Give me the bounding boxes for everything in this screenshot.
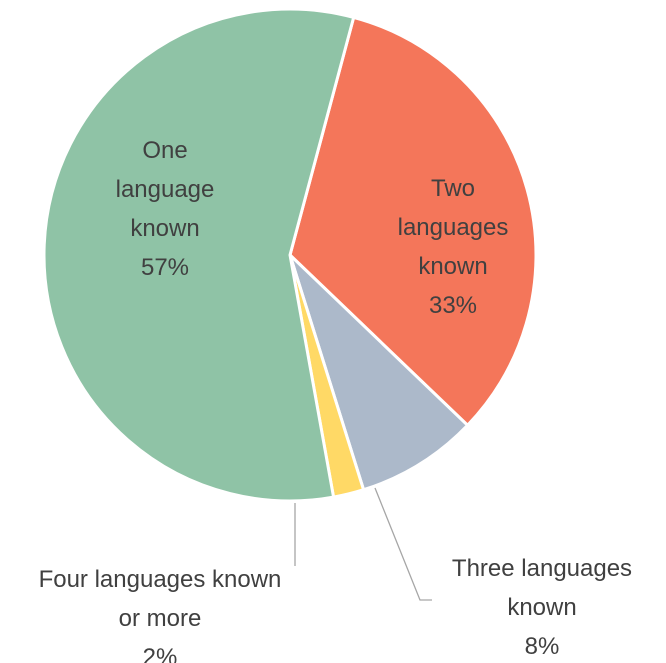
data-label-percent: 57%	[141, 254, 189, 281]
slice-three-languages	[288, 253, 470, 492]
data-label-percent: 33%	[429, 292, 477, 319]
data-labels-layer: Two languages known 33% Three languages known…	[39, 137, 632, 663]
data-label-line: One	[142, 137, 187, 164]
data-label-line: known	[130, 215, 199, 242]
slice-one-language	[42, 7, 356, 503]
data-label-line: Four languages known	[39, 566, 282, 593]
slices-layer	[42, 7, 538, 503]
data-label-two-languages: Two languages known 33%	[398, 175, 509, 319]
data-label-line: Two	[431, 175, 475, 202]
data-label-three-languages: Three languages known 8%	[452, 555, 632, 660]
data-label-line: known	[418, 253, 487, 280]
data-label-line: or more	[119, 605, 202, 632]
slice-two-languages	[288, 15, 538, 427]
data-label-percent: 8%	[525, 633, 560, 660]
leader-lines-layer	[294, 487, 432, 601]
data-label-four-languages: Four languages known or more 2%	[39, 566, 282, 663]
data-label-one-language: One language known 57%	[116, 137, 215, 281]
data-label-line: language	[116, 176, 215, 203]
leader-line	[374, 487, 432, 601]
data-label-percent: 2%	[143, 644, 178, 663]
data-label-line: languages	[398, 214, 509, 241]
data-label-line: Three languages	[452, 555, 632, 582]
data-label-line: known	[507, 594, 576, 621]
